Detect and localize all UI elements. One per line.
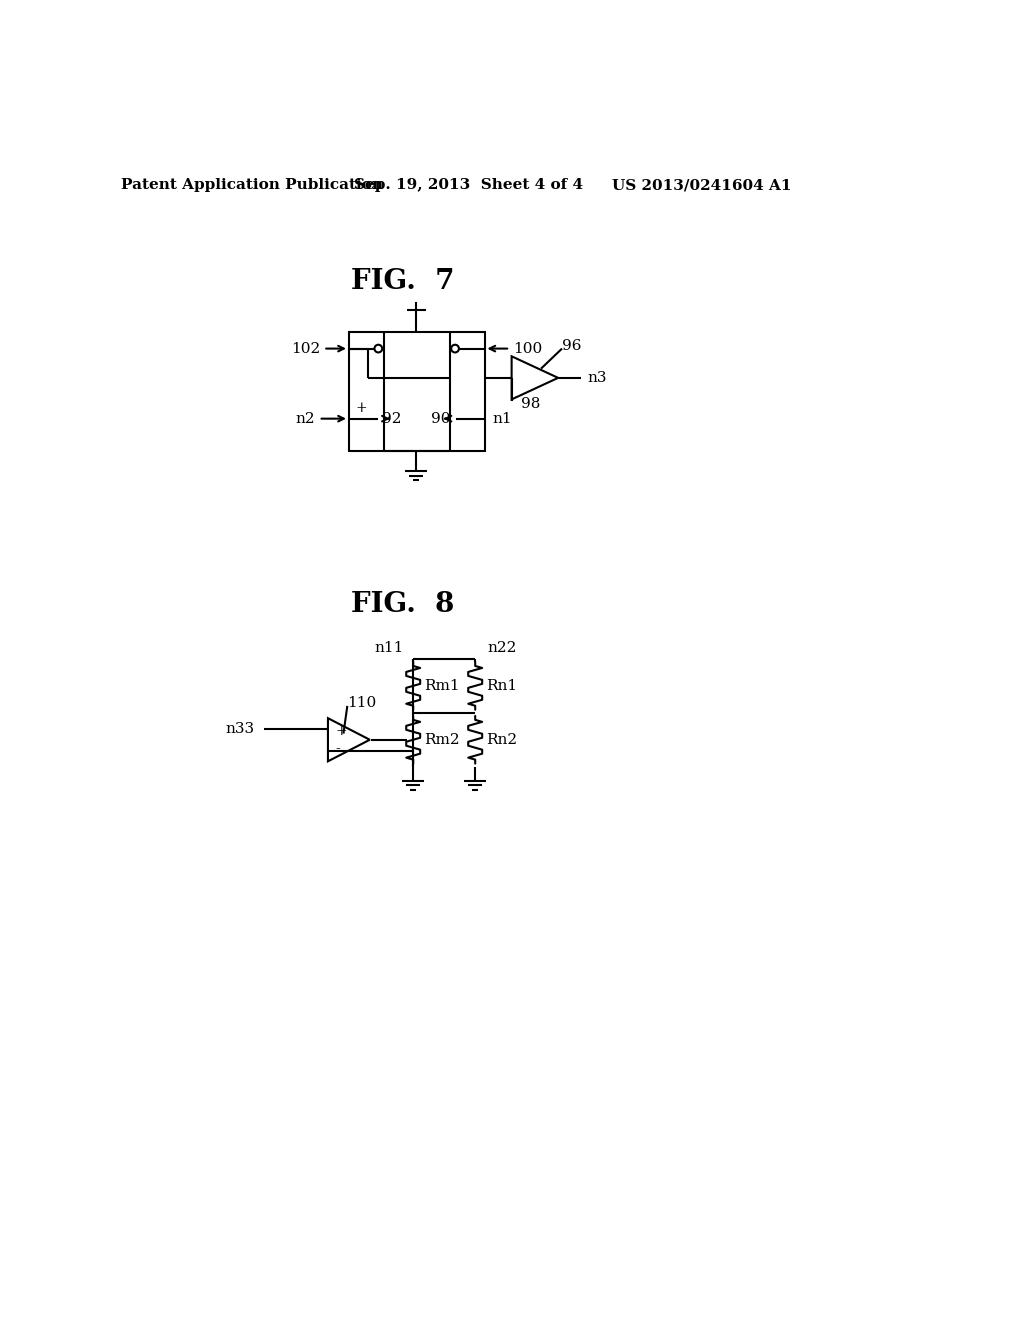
Text: n11: n11 <box>375 642 403 655</box>
Text: 90: 90 <box>430 412 451 425</box>
Text: n1: n1 <box>493 412 512 425</box>
Text: +: + <box>336 723 347 738</box>
Text: 98: 98 <box>521 397 541 411</box>
Text: FIG.  7: FIG. 7 <box>351 268 455 296</box>
Bar <box>349 331 484 451</box>
Text: Sep. 19, 2013  Sheet 4 of 4: Sep. 19, 2013 Sheet 4 of 4 <box>354 178 584 193</box>
Text: n33: n33 <box>225 722 254 737</box>
Text: n22: n22 <box>487 642 517 655</box>
Text: US 2013/0241604 A1: US 2013/0241604 A1 <box>611 178 792 193</box>
Text: n3: n3 <box>588 371 607 385</box>
Text: Rm2: Rm2 <box>424 733 460 747</box>
Text: n2: n2 <box>296 412 315 425</box>
Text: -: - <box>336 742 340 756</box>
Text: +: + <box>355 401 367 414</box>
Text: 92: 92 <box>382 412 401 425</box>
Text: Rn2: Rn2 <box>486 733 517 747</box>
Text: 100: 100 <box>513 342 543 355</box>
Text: Rn1: Rn1 <box>486 678 517 693</box>
Text: Rm1: Rm1 <box>424 678 460 693</box>
Text: 110: 110 <box>347 696 377 710</box>
Text: -: - <box>515 389 519 403</box>
Text: Patent Application Publication: Patent Application Publication <box>121 178 383 193</box>
Text: 96: 96 <box>562 338 582 352</box>
Text: FIG.  8: FIG. 8 <box>351 591 455 619</box>
Text: 102: 102 <box>291 342 321 355</box>
